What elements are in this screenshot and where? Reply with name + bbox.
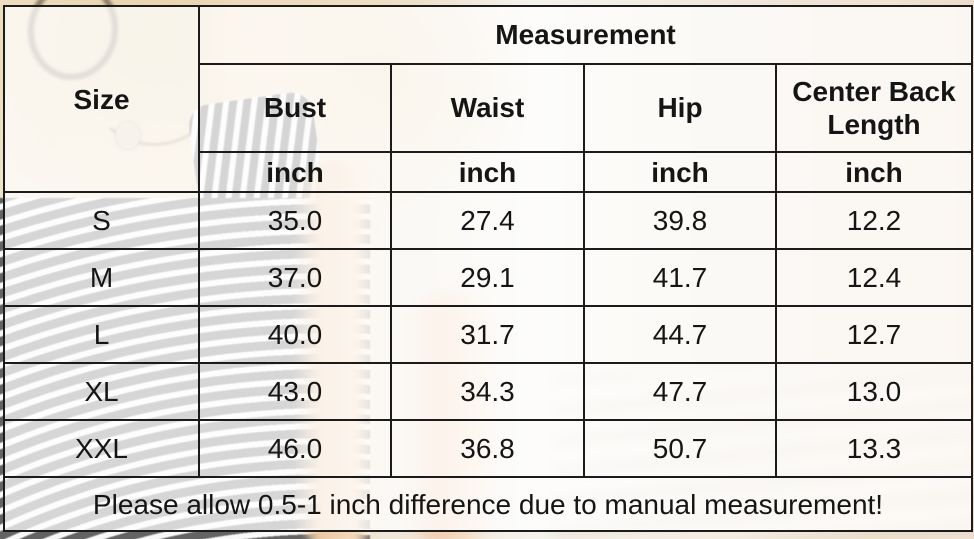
bust-value: 46.0 <box>198 419 392 479</box>
column-header-hip: Hip <box>583 62 777 154</box>
hip-value: 47.7 <box>583 362 777 422</box>
bust-value: 35.0 <box>198 191 392 251</box>
waist-value: 34.3 <box>390 362 585 422</box>
hip-unit-cell: inch <box>583 150 777 194</box>
size-cell: XL <box>3 362 200 422</box>
waist-value: 31.7 <box>390 305 585 365</box>
size-cell: S <box>3 191 200 251</box>
center-back-length-value: 13.0 <box>774 362 974 422</box>
table-row-s: S 35.0 27.4 39.8 12.2 <box>3 191 974 251</box>
column-header-waist: Waist <box>390 62 585 154</box>
column-header-center-back-length: Center Back Length <box>774 62 974 154</box>
size-cell: XXL <box>3 419 200 479</box>
note-row: Please allow 0.5-1 inch difference due t… <box>2 476 974 532</box>
size-column-header: Size <box>3 4 200 194</box>
measurement-header-row: Size Measurement <box>3 4 974 194</box>
center-back-length-value: 12.2 <box>774 191 974 251</box>
unit-row: inch inch inch inch <box>4 150 974 194</box>
waist-value: 27.4 <box>390 191 585 251</box>
center-back-length-value: 13.3 <box>774 419 974 479</box>
size-cell: L <box>3 305 200 365</box>
size-cell: M <box>3 248 200 308</box>
bust-value: 43.0 <box>198 362 392 422</box>
center-back-length-value: 12.7 <box>774 305 974 365</box>
column-header-row: Bust Waist Hip Center Back Length <box>4 62 974 154</box>
size-chart-table: Size Measurement Bust Waist Hip Center B… <box>2 4 974 532</box>
hip-value: 44.7 <box>583 305 777 365</box>
hip-value: 39.8 <box>583 191 777 251</box>
bust-value: 40.0 <box>198 305 392 365</box>
waist-value: 29.1 <box>390 248 585 308</box>
measurement-note: Please allow 0.5-1 inch difference due t… <box>2 476 974 532</box>
waist-value: 36.8 <box>390 419 585 479</box>
table-row-xl: XL 43.0 34.3 47.7 13.0 <box>3 362 974 422</box>
center-back-length-value: 12.4 <box>774 248 974 308</box>
bust-unit-cell: inch <box>198 150 392 194</box>
bust-value: 37.0 <box>198 248 392 308</box>
hip-value: 41.7 <box>583 248 777 308</box>
measurement-title: Measurement <box>197 5 974 65</box>
center-back-length-unit-cell: inch <box>774 150 974 194</box>
hip-value: 50.7 <box>583 419 777 479</box>
table-row-l: L 40.0 31.7 44.7 12.7 <box>3 305 974 365</box>
table-row-xxl: XXL 46.0 36.8 50.7 13.3 <box>3 419 974 479</box>
waist-unit-cell: inch <box>390 150 585 194</box>
table-row-m: M 37.0 29.1 41.7 12.4 <box>3 248 974 308</box>
column-header-bust: Bust <box>198 62 392 154</box>
